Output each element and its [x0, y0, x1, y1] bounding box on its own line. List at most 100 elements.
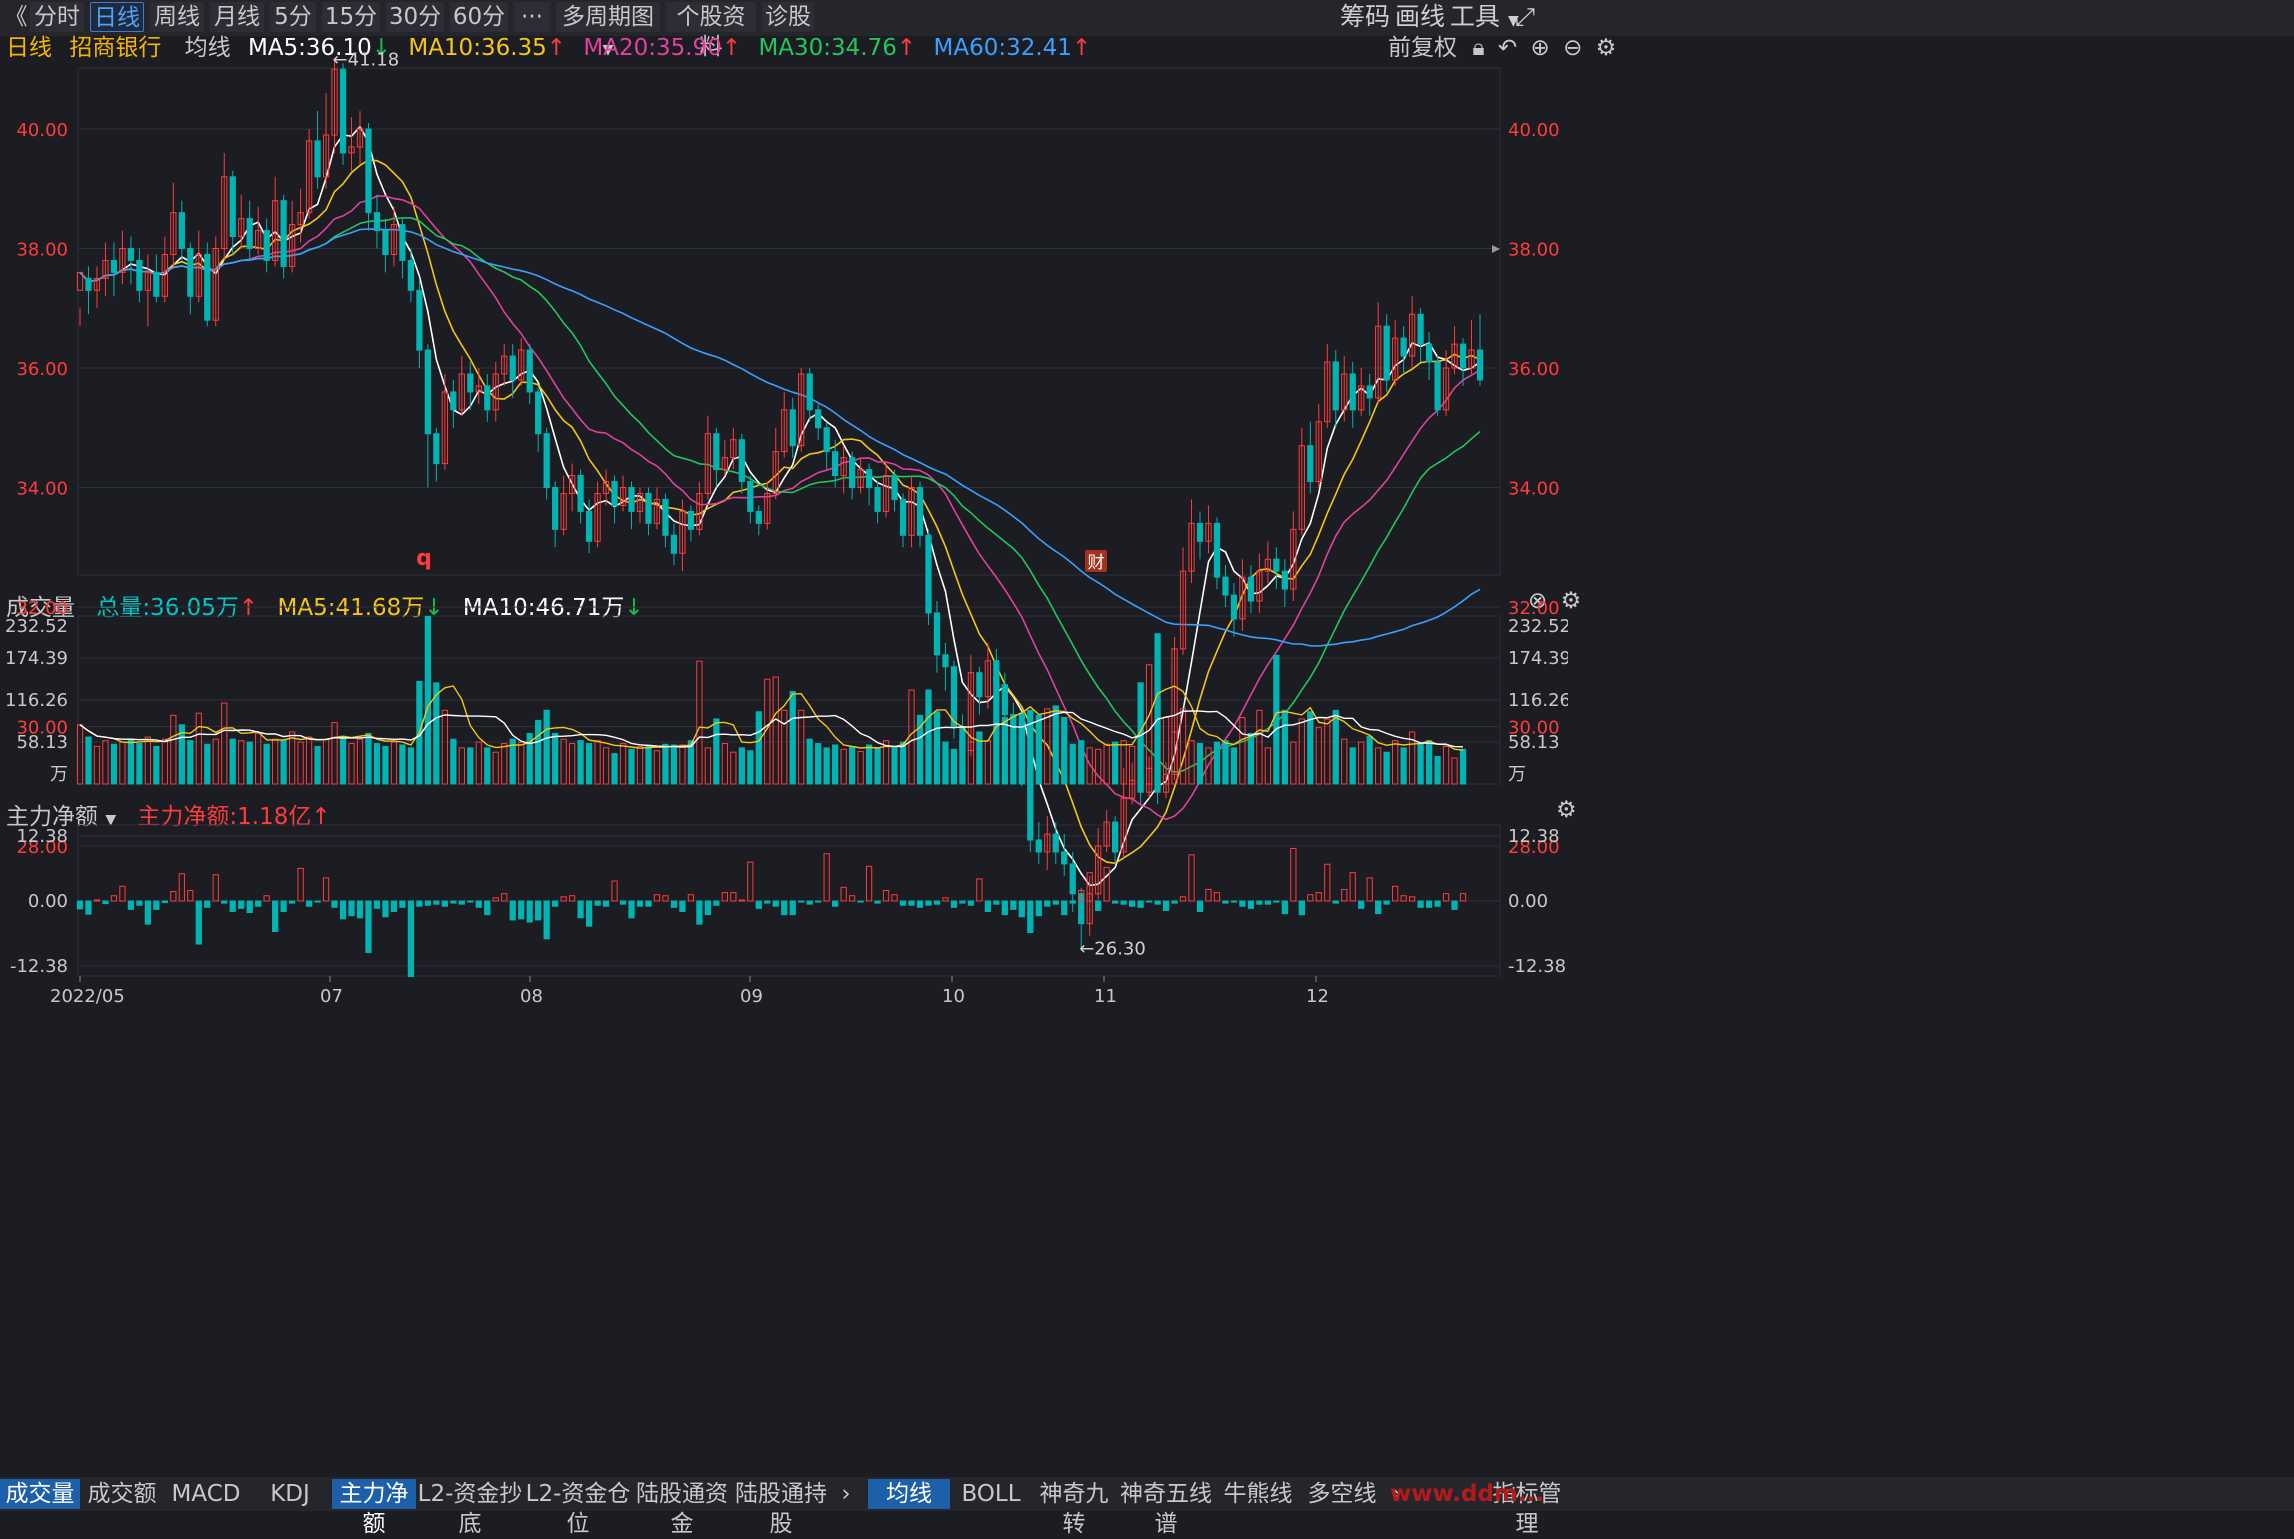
volume-bar: [305, 736, 313, 785]
adjust-mode-button[interactable]: 前复权: [1388, 35, 1457, 61]
flow-value: 主力净额:1.18亿: [137, 804, 312, 830]
volume-bar: [806, 738, 813, 785]
period-tab-monthly[interactable]: 月线: [210, 2, 264, 32]
chevron-right-icon[interactable]: ›: [1392, 1481, 1402, 1507]
flow-bar: [1349, 872, 1356, 902]
volume-title[interactable]: 成交量: [6, 595, 75, 621]
draw-line-button[interactable]: 画线: [1395, 2, 1446, 31]
volume-axis-label-left: 116.26: [5, 690, 68, 711]
volume-bar: [840, 748, 847, 785]
volume-bar: [170, 714, 177, 785]
chevron-right-icon[interactable]: ›: [841, 1481, 851, 1507]
ma30-line: [79, 216, 1481, 773]
period-tab-minute[interactable]: 分时: [30, 2, 84, 32]
volume-bar: [1103, 743, 1110, 785]
flow-bar: [433, 900, 440, 905]
multi-period-dropdown[interactable]: 多周期图 ▼: [556, 2, 660, 58]
candle-body: [1298, 445, 1305, 530]
flow-bar: [467, 900, 474, 903]
flow-title[interactable]: 主力净额: [6, 804, 98, 830]
period-tab-weekly[interactable]: 周线: [150, 2, 204, 32]
volume-bar: [314, 745, 321, 785]
gear-icon[interactable]: ⚙: [1560, 588, 1582, 614]
candle-body: [568, 475, 576, 494]
overlay-tab-4[interactable]: 牛熊线: [1223, 1481, 1293, 1507]
volume-bar: [1239, 717, 1246, 785]
back-icon[interactable]: 《: [4, 4, 28, 30]
fullscreen-icon[interactable]: ⤢: [1515, 2, 1536, 31]
undo-icon[interactable]: ↶: [1497, 35, 1518, 61]
volume-bar: [509, 738, 516, 785]
period-tab-15min[interactable]: 15分: [322, 2, 380, 32]
volume-bar: [933, 711, 941, 785]
period-tab-30min[interactable]: 30分: [386, 2, 444, 32]
volume-bar: [848, 745, 856, 785]
volume-bar: [144, 736, 152, 785]
flow-axis-label-left: 12.38: [16, 826, 68, 847]
ma-label[interactable]: 均线: [184, 35, 231, 61]
candle-body: [1086, 893, 1093, 925]
flow-bar: [501, 893, 508, 902]
indicator-tab-5[interactable]: L2-资金抄底: [417, 1481, 523, 1537]
price-axis-label-left: 34.00: [16, 479, 68, 500]
candle-body: [815, 409, 822, 429]
volume-bar: [594, 740, 601, 785]
zoom-in-icon[interactable]: ⊕: [1530, 35, 1550, 61]
indicator-tab-6[interactable]: L2-资金仓位: [525, 1481, 631, 1537]
flow-bar: [1383, 900, 1390, 905]
overlay-tab-0[interactable]: 均线: [868, 1479, 950, 1509]
x-axis-label: 07: [320, 986, 343, 1007]
period-tab-daily[interactable]: 日线: [90, 2, 144, 32]
flow-bar: [1247, 900, 1255, 909]
flow-bar: [263, 895, 270, 902]
diagnose-button[interactable]: 诊股: [762, 2, 814, 32]
period-tab-5min[interactable]: 5分: [270, 2, 316, 32]
stock-info-button[interactable]: 个股资料: [666, 2, 756, 60]
overlay-tab-1[interactable]: BOLL: [961, 1481, 1021, 1507]
candle-body: [1442, 367, 1450, 411]
indicator-tab-7[interactable]: 陆股通资金: [636, 1481, 728, 1537]
volume-bar: [568, 743, 576, 785]
chip-distribution-button[interactable]: 筹码: [1340, 2, 1391, 31]
volume-axis-label-right: 232.52: [1508, 616, 1568, 637]
lock-icon[interactable]: 🔒︎: [1472, 35, 1485, 61]
overlay-tab-3[interactable]: 神奇五线谱: [1120, 1481, 1212, 1537]
kline-chart[interactable]: ←41.18 ←26.30 q 财 40.00 40.00 38.00 38.00 36.00…: [0, 0, 1568, 1477]
flow-bar: [518, 900, 525, 920]
indicator-tab-0[interactable]: 成交量: [0, 1479, 80, 1509]
zoom-out-icon[interactable]: ⊖: [1563, 35, 1583, 61]
candle-body: [492, 373, 499, 411]
period-tab-60min[interactable]: 60分: [450, 2, 508, 32]
gear-icon[interactable]: ⚙: [1595, 35, 1617, 61]
volume-bar: [670, 744, 678, 785]
flow-bar: [636, 900, 644, 907]
flow-bar: [1298, 900, 1305, 916]
chevron-down-icon[interactable]: ▼: [105, 812, 117, 828]
tools-dropdown[interactable]: 工具 ▼: [1450, 2, 1519, 32]
volume-bar: [255, 732, 262, 785]
overlay-tab-5[interactable]: 多空线: [1307, 1481, 1377, 1507]
indicator-tab-4[interactable]: 主力净额: [332, 1479, 416, 1537]
volume-bar: [467, 747, 474, 785]
more-periods-button[interactable]: ···: [514, 2, 550, 32]
flow-bar: [1425, 900, 1433, 908]
flow-bar: [1035, 900, 1042, 917]
volume-bar: [433, 682, 440, 785]
high-annotation: ←41.18: [333, 49, 400, 70]
candle-body: [484, 385, 491, 411]
indicator-tab-1[interactable]: 成交额: [87, 1481, 157, 1507]
flow-bar: [178, 873, 185, 902]
candle-body: [925, 534, 932, 614]
close-icon[interactable]: ⊗: [1528, 588, 1548, 614]
volume-ma5-line: [79, 685, 1464, 751]
indicator-tab-3[interactable]: KDJ: [270, 1481, 310, 1507]
flow-bar: [747, 861, 754, 902]
flow-bar: [560, 896, 567, 902]
gear-icon[interactable]: ⚙: [1556, 797, 1577, 823]
indicator-tab-8[interactable]: 陆股通持股: [735, 1481, 827, 1537]
candle-body: [696, 492, 703, 530]
flow-bar: [713, 900, 720, 906]
indicator-tab-2[interactable]: MACD: [171, 1481, 241, 1507]
overlay-tab-2[interactable]: 神奇九转: [1039, 1481, 1109, 1537]
flow-bar: [475, 900, 482, 908]
